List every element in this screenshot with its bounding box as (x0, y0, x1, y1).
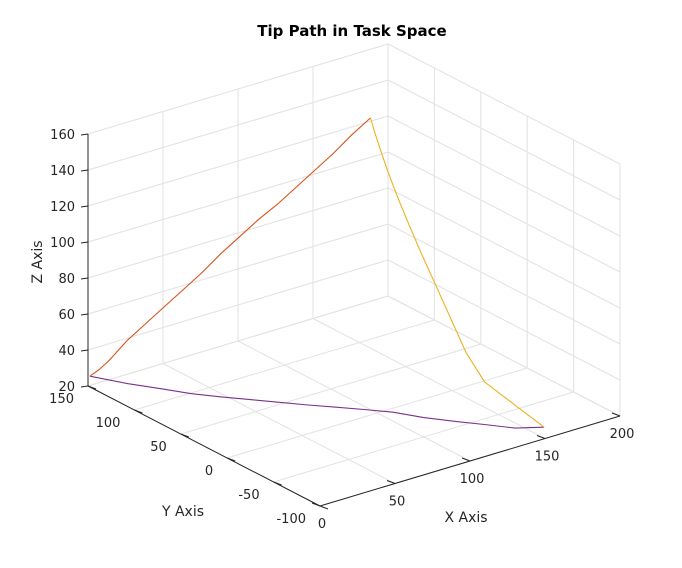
side-wall-gridline-z (387, 223, 621, 345)
chart-title: Tip Path in Task Space (257, 22, 446, 40)
y-tick-mark (180, 433, 189, 438)
axis-layer (80, 133, 621, 510)
x-tick-mark (611, 412, 621, 417)
y-axis-label: Y Axis (161, 504, 204, 520)
x-tick-mark (461, 457, 471, 462)
x-tick-label: 150 (535, 450, 560, 465)
series-layer (89, 117, 545, 429)
grid-layer (87, 43, 621, 507)
z-tick-label: 160 (50, 128, 75, 143)
y-axis-line (87, 385, 321, 507)
z-tick-label: 40 (58, 344, 75, 359)
side-wall-gridline-z (387, 79, 621, 201)
z-tick-mark (80, 169, 89, 172)
back-wall-gridline-z (87, 295, 389, 387)
floor-gridline-x (237, 340, 471, 462)
y-tick-label: 50 (150, 440, 167, 455)
series-line-2 (89, 117, 371, 377)
back-wall-gridline-z (87, 187, 389, 279)
y-tick-mark (87, 385, 97, 390)
z-tick-label: 120 (50, 200, 75, 215)
z-tick-mark (80, 277, 89, 280)
back-wall-gridline-z (87, 115, 389, 207)
y-tick-mark (134, 409, 143, 414)
x-tick-mark (386, 480, 396, 484)
side-wall-gridline-z (387, 259, 621, 381)
side-wall-gridline-z (387, 43, 621, 165)
back-wall-gridline-z (87, 223, 389, 315)
series-line-3 (369, 117, 545, 428)
side-wall-gridline-z (387, 115, 621, 237)
y-tick-label: 100 (96, 416, 121, 431)
floor-gridline-y (180, 343, 481, 435)
back-wall-gridline-z (87, 151, 389, 243)
x-tick-label: 100 (460, 472, 485, 487)
x-tick-label: 0 (318, 517, 326, 532)
z-tick-label: 20 (58, 380, 75, 395)
x-axis-label: X Axis (444, 510, 487, 526)
y-tick-label: -50 (238, 488, 259, 503)
floor-gridline-y (134, 319, 435, 411)
y-tick-label: 150 (49, 392, 74, 407)
x-tick-label: 200 (610, 427, 635, 442)
floor-gridline-y (227, 367, 528, 459)
x-tick-mark (536, 435, 546, 439)
y-tick-mark (319, 505, 329, 510)
z-tick-mark (80, 385, 89, 388)
z-tick-label: 100 (50, 236, 75, 251)
z-tick-label: 80 (58, 272, 75, 287)
z-tick-mark (80, 313, 89, 316)
side-wall-gridline-z (387, 295, 621, 417)
z-tick-mark (80, 241, 89, 244)
side-wall-gridline-z (387, 187, 621, 309)
back-wall-gridline-z (87, 79, 389, 171)
z-tick-label: 60 (58, 308, 75, 323)
label-layer: 050100150200-100-50050100150204060801001… (49, 128, 634, 532)
z-tick-mark (80, 133, 89, 136)
floor-gridline-x (162, 363, 396, 484)
back-wall-gridline-z (87, 43, 389, 135)
back-wall-gridline-z (87, 259, 389, 351)
y-tick-label: -100 (276, 512, 306, 527)
floor-gridline-x (312, 318, 546, 439)
z-tick-mark (80, 205, 89, 208)
y-tick-label: 0 (205, 464, 213, 479)
z-axis-label: Z Axis (30, 240, 46, 283)
side-wall-gridline-z (387, 151, 621, 273)
floor-gridline-y (273, 391, 574, 483)
x-tick-mark (311, 502, 321, 507)
x-tick-label: 50 (389, 495, 406, 510)
series-line-1 (89, 375, 545, 429)
y-tick-mark (227, 457, 236, 462)
z-tick-label: 140 (50, 164, 75, 179)
y-tick-mark (273, 481, 282, 486)
z-tick-mark (80, 349, 89, 352)
